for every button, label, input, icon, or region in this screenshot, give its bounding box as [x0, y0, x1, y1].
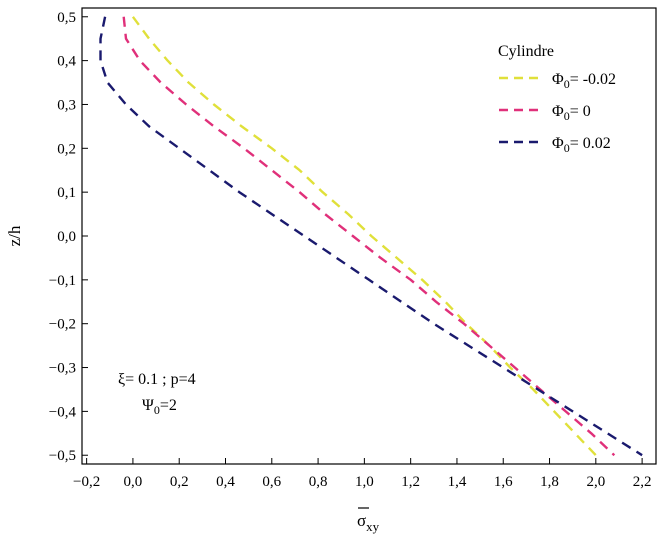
- svg-text:σxy: σxy: [357, 511, 380, 534]
- legend-label-3-sub: 0: [564, 141, 570, 155]
- y-tick-label-3: 0,2: [57, 141, 76, 157]
- y-tick-label-1: 0,4: [57, 54, 76, 70]
- x-tick-label-11: 2,0: [586, 474, 605, 490]
- y-axis-title: z/h: [5, 225, 24, 246]
- legend-item-3: Φ0= 0.02: [499, 135, 611, 155]
- x-tick-label-12: 2,2: [633, 474, 652, 490]
- legend-label-2-phi: Φ: [552, 103, 564, 120]
- y-tick-label-2: 0,3: [57, 97, 76, 113]
- legend-label-3-rest: = 0.02: [570, 135, 611, 152]
- legend-label-3-phi: Φ: [552, 135, 564, 152]
- x-tick-label-9: 1,6: [494, 474, 513, 490]
- svg-text:Φ0= 0: Φ0= 0: [552, 103, 591, 123]
- annotation-line-1: ξ= 0.1 ; p=4: [118, 371, 196, 388]
- series-line-2: [122, 16, 616, 457]
- annotation-line-2-psi: Ψ: [142, 397, 154, 414]
- y-tick-label-7: −0,2: [49, 317, 76, 333]
- x-tick-label-1: 0,0: [124, 474, 143, 490]
- x-tick-label-10: 1,8: [540, 474, 559, 490]
- y-tick-label-8: −0,3: [49, 361, 76, 377]
- series-lines: [99, 16, 643, 457]
- legend-label-2-sub: 0: [564, 109, 570, 123]
- svg-text:Ψ0=2: Ψ0=2: [142, 397, 177, 417]
- y-axis: 0,5 0,4 0,3 0,2 0,1 0,0 −0,1 −0,2 −0,3 −0,4 −0,5: [49, 10, 88, 464]
- y-tick-label-0: 0,5: [57, 10, 76, 26]
- x-tick-label-6: 1,0: [355, 474, 374, 490]
- x-tick-label-2: 0,2: [170, 474, 189, 490]
- x-axis-title-subscript: xy: [366, 519, 380, 534]
- x-axis-title: σxy: [357, 507, 380, 534]
- x-axis-title-symbol: σ: [357, 511, 366, 530]
- svg-text:Φ0= 0.02: Φ0= 0.02: [552, 135, 611, 155]
- y-tick-label-5: 0,0: [57, 229, 76, 245]
- y-tick-label-9: −0,4: [49, 404, 77, 420]
- annotation-line-2-rest: =2: [160, 397, 177, 414]
- svg-text:Φ0= -0.02: Φ0= -0.02: [552, 71, 616, 91]
- x-tick-label-8: 1,4: [448, 474, 467, 490]
- legend-title: Cylindre: [498, 43, 554, 60]
- y-tick-label-4: 0,1: [57, 185, 76, 201]
- series-line-1: [131, 16, 597, 457]
- series-line-3: [99, 16, 643, 457]
- x-tick-label-5: 0,8: [309, 474, 328, 490]
- legend-label-1-rest: = -0.02: [570, 71, 616, 88]
- y-tick-label-6: −0,1: [49, 273, 76, 289]
- x-axis: −0,2 0,0 0,2 0,4 0,6 0,8 1,0 1,2 1,4 1,6 1,8 2,0 2,2: [73, 458, 651, 490]
- annotation-line-2-sub: 0: [154, 403, 160, 417]
- legend: Cylindre Φ0= -0.02 Φ0= 0 Φ0= 0.02: [498, 43, 616, 155]
- parameter-annotation: ξ= 0.1 ; p=4 Ψ0=2: [118, 371, 196, 417]
- legend-item-1: Φ0= -0.02: [499, 71, 616, 91]
- y-tick-label-10: −0,5: [49, 448, 76, 464]
- legend-label-1-phi: Φ: [552, 71, 564, 88]
- legend-label-2-rest: = 0: [570, 103, 591, 120]
- x-tick-label-0: −0,2: [73, 474, 100, 490]
- legend-item-2: Φ0= 0: [499, 103, 591, 123]
- x-tick-label-3: 0,4: [216, 474, 235, 490]
- legend-label-1-sub: 0: [564, 77, 570, 91]
- x-tick-label-7: 1,2: [401, 474, 420, 490]
- x-tick-label-4: 0,6: [262, 474, 281, 490]
